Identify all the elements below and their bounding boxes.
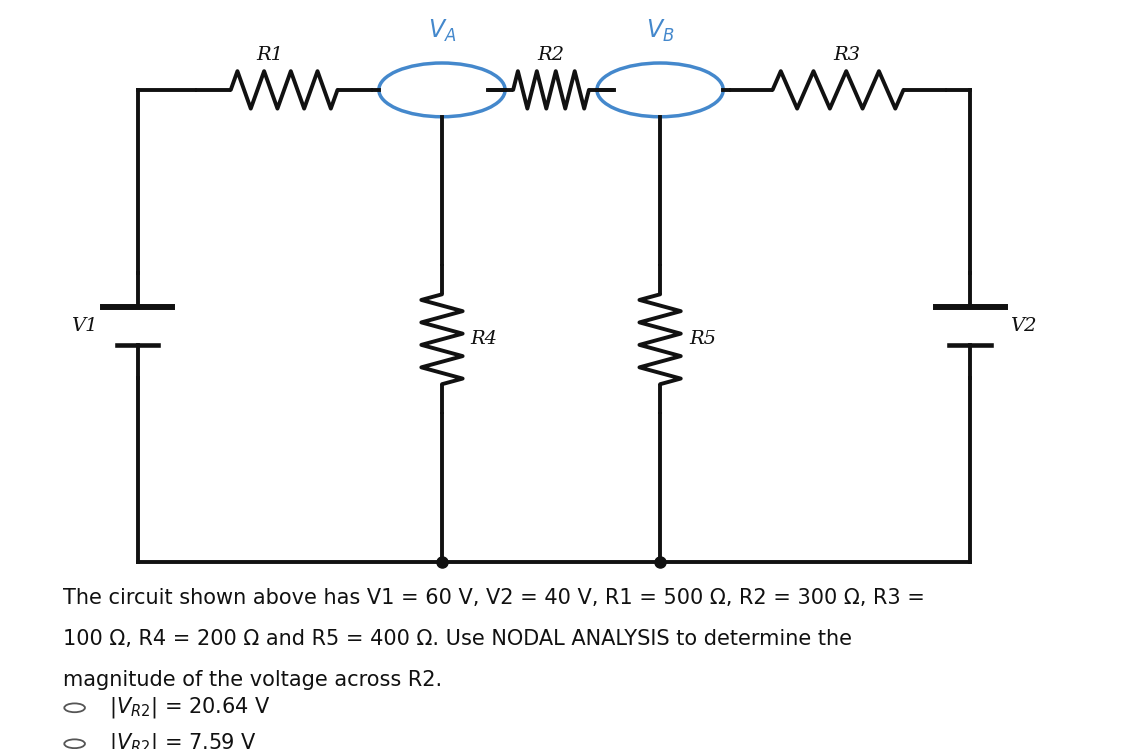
Text: R5: R5 bbox=[689, 330, 716, 348]
Text: V1: V1 bbox=[71, 317, 98, 335]
Text: $V_B$: $V_B$ bbox=[646, 18, 674, 44]
Text: $V_A$: $V_A$ bbox=[428, 18, 456, 44]
Text: |$V_{R2}$| = 20.64 V: |$V_{R2}$| = 20.64 V bbox=[109, 695, 271, 721]
Text: R1: R1 bbox=[256, 46, 284, 64]
Text: R4: R4 bbox=[471, 330, 498, 348]
Text: magnitude of the voltage across R2.: magnitude of the voltage across R2. bbox=[63, 670, 442, 691]
Text: V2: V2 bbox=[1010, 317, 1037, 335]
Text: The circuit shown above has V1 = 60 V, V2 = 40 V, R1 = 500 Ω, R2 = 300 Ω, R3 =: The circuit shown above has V1 = 60 V, V… bbox=[63, 588, 925, 608]
Text: 100 Ω, R4 = 200 Ω and R5 = 400 Ω. Use NODAL ANALYSIS to determine the: 100 Ω, R4 = 200 Ω and R5 = 400 Ω. Use NO… bbox=[63, 629, 852, 649]
Text: R3: R3 bbox=[833, 46, 860, 64]
Text: |$V_{R2}$| = 7.59 V: |$V_{R2}$| = 7.59 V bbox=[109, 731, 256, 749]
Text: R2: R2 bbox=[537, 46, 565, 64]
